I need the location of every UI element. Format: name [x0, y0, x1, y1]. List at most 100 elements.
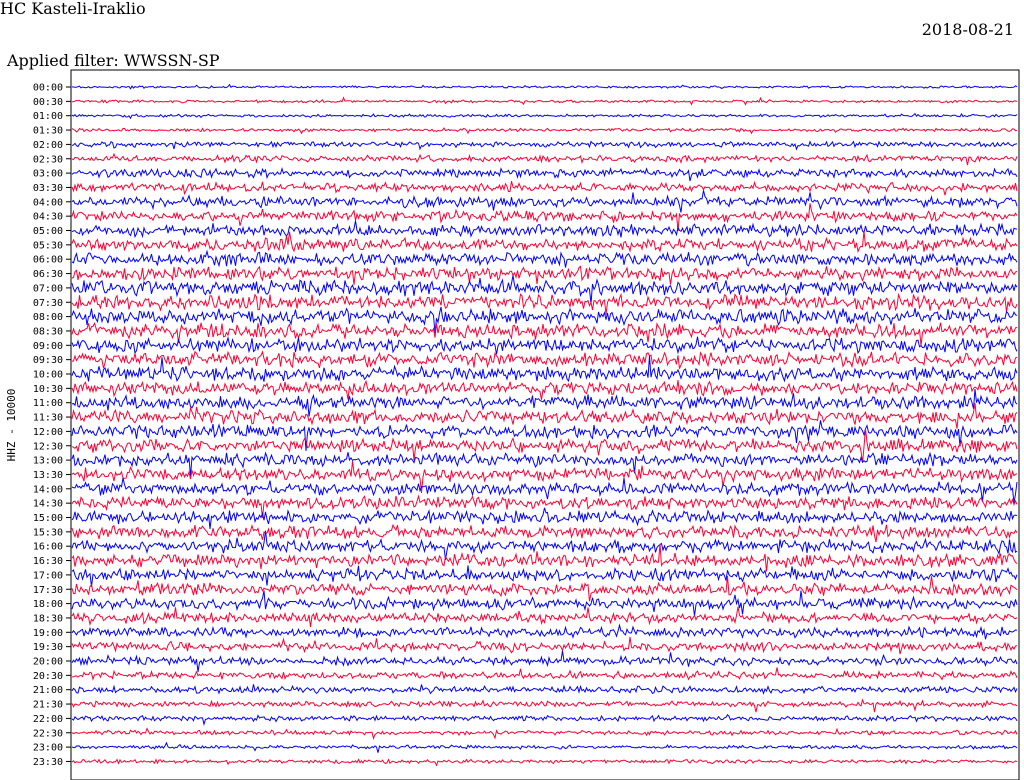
seismic-trace-row — [71, 275, 1018, 304]
seismic-trace-row — [71, 140, 1018, 151]
time-tick-label: 12:30 — [33, 441, 63, 452]
time-tick-label: 10:30 — [33, 384, 63, 395]
time-tick-label: 01:00 — [33, 111, 63, 122]
seismic-trace-row — [71, 180, 1018, 196]
time-tick-label: 00:30 — [33, 97, 63, 108]
seismic-trace-row — [71, 530, 1018, 560]
time-tick-label: 06:00 — [33, 255, 63, 266]
time-tick-label: 13:00 — [33, 456, 63, 467]
seismic-trace-row — [71, 292, 1018, 315]
seismic-trace-row — [71, 451, 1018, 477]
time-tick-label: 03:30 — [33, 183, 63, 194]
time-tick-label: 11:00 — [33, 398, 63, 409]
time-tick-label: 15:00 — [33, 513, 63, 524]
time-tick-label: 15:30 — [33, 527, 63, 538]
time-tick-label: 23:30 — [33, 757, 63, 768]
time-tick-label: 13:30 — [33, 470, 63, 481]
seismic-trace-row — [71, 590, 1018, 616]
time-tick-label: 07:30 — [33, 298, 63, 309]
time-tick-label: 05:00 — [33, 226, 63, 237]
time-tick-label: 00:00 — [33, 83, 63, 94]
time-tick-label: 06:30 — [33, 269, 63, 280]
seismic-trace-row — [71, 166, 1018, 182]
seismic-trace-row — [71, 152, 1018, 166]
seismic-trace-row — [71, 477, 1018, 504]
seismic-trace-row — [71, 379, 1018, 400]
seismic-trace-row — [71, 265, 1018, 285]
seismic-trace-row — [71, 83, 1018, 90]
seismic-trace-row — [71, 636, 1018, 655]
time-tick-label: 03:00 — [33, 169, 63, 180]
seismic-trace-row — [71, 420, 1018, 451]
time-tick-label: 17:00 — [33, 570, 63, 581]
station-title: HC Kasteli-Iraklio — [0, 0, 146, 18]
seismic-trace-row — [71, 388, 1018, 417]
plot-frame — [70, 69, 1020, 780]
seismic-trace-row — [71, 713, 1018, 727]
seismic-trace-row — [71, 350, 1018, 369]
time-tick-label: 18:30 — [33, 613, 63, 624]
seismic-trace-row — [71, 698, 1018, 713]
time-tick-label: 08:00 — [33, 312, 63, 323]
time-tick-label: 17:30 — [33, 585, 63, 596]
time-tick-label: 16:30 — [33, 556, 63, 567]
time-tick-label: 16:00 — [33, 542, 63, 553]
seismic-trace-row — [71, 203, 1018, 232]
time-tick-label: 09:30 — [33, 355, 63, 366]
time-tick-label: 20:00 — [33, 657, 63, 668]
time-tick-label: 11:30 — [33, 413, 63, 424]
seismic-trace-row — [71, 650, 1018, 672]
seismic-trace-row — [71, 507, 1018, 529]
seismic-trace-row — [71, 461, 1018, 494]
time-tick-label: 19:00 — [33, 628, 63, 639]
filter-label: Applied filter: WWSSN-SP — [7, 51, 220, 70]
seismic-trace-row — [71, 428, 1018, 463]
time-tick-label: 21:30 — [33, 700, 63, 711]
seismic-trace-row — [71, 576, 1018, 602]
seismic-trace-row — [71, 249, 1018, 268]
time-tick-label: 22:30 — [33, 728, 63, 739]
time-tick-label: 12:00 — [33, 427, 63, 438]
seismic-trace-row — [71, 306, 1018, 334]
time-tick-label: 08:30 — [33, 326, 63, 337]
time-tick-label: 21:00 — [33, 685, 63, 696]
seismic-trace-row — [72, 667, 1018, 681]
seismic-trace-row — [71, 96, 1018, 106]
time-tick-label: 02:30 — [33, 154, 63, 165]
seismic-trace-row — [71, 494, 1018, 519]
y-axis-label: HHZ - 10000 — [5, 389, 18, 462]
seismic-traces — [71, 83, 1018, 767]
seismic-trace-row — [71, 335, 1018, 355]
seismic-trace-row — [71, 355, 1018, 383]
time-tick-label: 01:30 — [33, 126, 63, 137]
seismic-trace-row — [71, 741, 1018, 753]
seismic-trace-row — [71, 565, 1018, 587]
seismic-trace-row — [71, 220, 1018, 239]
time-tick-label: 22:00 — [33, 714, 63, 725]
time-tick-label: 04:00 — [33, 197, 63, 208]
time-tick-label: 05:30 — [33, 240, 63, 251]
time-axis: 00:00 00:30 01:00 01:30 02:00 02:30 03:00 03:30… — [33, 83, 71, 768]
seismic-trace-row — [71, 606, 1018, 628]
seismic-trace-row — [71, 112, 1018, 120]
seismic-trace-row — [71, 321, 1018, 347]
time-tick-label: 02:00 — [33, 140, 63, 151]
time-tick-label: 10:00 — [33, 370, 63, 381]
seismic-trace-row — [71, 684, 1018, 695]
seismic-trace-row — [71, 543, 1018, 572]
seismic-trace-row — [71, 127, 1018, 135]
seismic-trace-row — [71, 523, 1018, 543]
time-tick-label: 14:30 — [33, 499, 63, 510]
record-date: 2018-08-21 — [921, 20, 1014, 39]
time-tick-label: 18:00 — [33, 599, 63, 610]
time-tick-label: 04:30 — [33, 212, 63, 223]
seismic-trace-row — [71, 758, 1018, 767]
seismic-trace-row — [71, 403, 1018, 429]
time-tick-label: 20:30 — [33, 671, 63, 682]
time-tick-label: 09:00 — [33, 341, 63, 352]
time-tick-label: 14:00 — [33, 484, 63, 495]
seismic-trace-row — [71, 623, 1018, 640]
time-tick-label: 19:30 — [33, 642, 63, 653]
seismic-trace-row — [71, 230, 1018, 254]
